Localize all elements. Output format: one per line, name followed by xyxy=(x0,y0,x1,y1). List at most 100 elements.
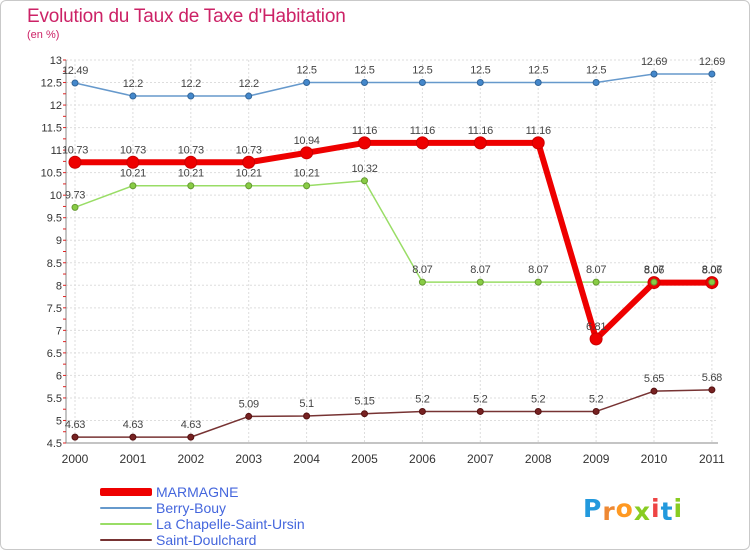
data-point-marmagne xyxy=(358,136,371,150)
data-point-berry-bouy xyxy=(245,92,253,100)
data-label-berry-bouy: 12.5 xyxy=(296,65,316,77)
data-label-la-chapelle-saint-ursin: 10.21 xyxy=(178,168,204,180)
data-label-marmagne: 11.16 xyxy=(410,125,435,137)
data-point-berry-bouy xyxy=(71,79,79,87)
series-line-la-chapelle-saint-ursin xyxy=(74,180,712,283)
data-label-saint-doulchard: 5.2 xyxy=(531,393,546,405)
chart-subtitle: (en %) xyxy=(27,29,60,41)
legend-label: Berry-Bouy xyxy=(156,500,227,516)
proxiti-logo: Proxiti xyxy=(583,494,684,526)
data-point-berry-bouy xyxy=(650,70,658,78)
data-point-marmagne xyxy=(415,136,429,150)
y-tick-label: 13 xyxy=(50,55,62,67)
data-point-saint-doulchard xyxy=(303,412,311,420)
y-tick-label: 10 xyxy=(50,190,62,202)
data-label-marmagne: 8.06 xyxy=(644,265,664,277)
x-tick-label: 2007 xyxy=(467,452,494,466)
data-point-la-chapelle-saint-ursin xyxy=(418,278,426,286)
data-point-la-chapelle-saint-ursin xyxy=(476,278,484,286)
legend-swatch xyxy=(100,523,152,525)
x-tick-label: 2003 xyxy=(235,452,262,466)
data-point-berry-bouy xyxy=(708,70,716,78)
data-point-saint-doulchard xyxy=(708,386,716,394)
logo-letter: P xyxy=(583,494,603,523)
data-point-la-chapelle-saint-ursin xyxy=(187,182,195,190)
data-point-la-chapelle-saint-ursin xyxy=(592,278,600,286)
x-tick-label: 2011 xyxy=(699,452,725,466)
data-point-berry-bouy xyxy=(303,79,311,87)
data-point-saint-doulchard xyxy=(592,407,600,415)
data-label-saint-doulchard: 5.2 xyxy=(589,393,604,405)
data-label-la-chapelle-saint-ursin: 10.32 xyxy=(351,163,377,175)
data-label-berry-bouy: 12.69 xyxy=(641,56,667,68)
data-label-la-chapelle-saint-ursin: 8.07 xyxy=(470,264,490,276)
data-point-la-chapelle-saint-ursin xyxy=(650,278,658,286)
data-point-berry-bouy xyxy=(361,79,368,87)
data-label-la-chapelle-saint-ursin: 10.21 xyxy=(294,168,320,180)
y-tick-label: 10.5 xyxy=(41,168,62,180)
data-point-berry-bouy xyxy=(592,79,600,87)
y-tick-label: 5 xyxy=(56,415,62,427)
data-point-marmagne xyxy=(68,155,82,169)
data-point-la-chapelle-saint-ursin xyxy=(534,278,542,286)
line-chart: 4.5 5 5.5 6 6.5 7 7.5 8 8.5 9 9.5 10 10.5 11 11.5 12 12.… xyxy=(41,55,726,466)
y-tick-label: 8.5 xyxy=(47,258,62,270)
logo-letter: i xyxy=(673,494,684,523)
data-point-berry-bouy xyxy=(418,79,426,87)
data-label-berry-bouy: 12.2 xyxy=(181,78,201,90)
data-label-saint-doulchard: 4.63 xyxy=(123,419,143,431)
data-point-la-chapelle-saint-ursin xyxy=(71,203,79,211)
chart-title: Evolution du Taux de Taxe d'Habitation xyxy=(27,6,346,27)
y-tick-label: 7.5 xyxy=(47,303,62,315)
y-tick-label: 7 xyxy=(56,325,62,337)
legend-swatch xyxy=(100,488,152,496)
logo-letter: r xyxy=(602,497,616,526)
data-point-saint-doulchard xyxy=(361,410,368,418)
data-label-berry-bouy: 12.5 xyxy=(470,65,490,77)
data-label-berry-bouy: 12.5 xyxy=(354,65,374,77)
data-label-la-chapelle-saint-ursin: 8.07 xyxy=(702,264,722,276)
data-point-marmagne xyxy=(589,332,603,346)
data-label-marmagne: 10.73 xyxy=(62,144,88,156)
data-point-la-chapelle-saint-ursin xyxy=(361,177,368,185)
x-tick-label: 2009 xyxy=(583,452,610,466)
data-label-berry-bouy: 12.5 xyxy=(412,65,432,77)
data-point-marmagne xyxy=(300,146,314,160)
data-label-marmagne: 11.16 xyxy=(526,125,551,137)
x-tick-label: 2005 xyxy=(351,452,378,466)
data-label-saint-doulchard: 5.68 xyxy=(702,372,722,384)
data-label-la-chapelle-saint-ursin: 10.21 xyxy=(236,168,262,180)
data-point-saint-doulchard xyxy=(476,407,484,415)
data-point-berry-bouy xyxy=(187,92,195,100)
data-point-la-chapelle-saint-ursin xyxy=(245,182,253,190)
data-label-marmagne: 10.94 xyxy=(294,135,320,147)
legend-label: MARMAGNE xyxy=(156,484,239,500)
data-point-saint-doulchard xyxy=(245,412,253,420)
data-label-marmagne: 10.73 xyxy=(178,144,204,156)
data-point-marmagne xyxy=(473,136,487,150)
data-point-saint-doulchard xyxy=(534,407,542,415)
logo-letter: x xyxy=(633,497,651,526)
data-point-la-chapelle-saint-ursin xyxy=(129,182,137,190)
data-label-saint-doulchard: 4.63 xyxy=(181,419,201,431)
y-tick-label: 9.5 xyxy=(47,213,62,225)
legend-label: La Chapelle-Saint-Ursin xyxy=(156,516,305,532)
data-point-saint-doulchard xyxy=(418,407,426,415)
data-point-marmagne xyxy=(531,136,545,150)
x-tick-label: 2004 xyxy=(293,452,320,466)
data-label-marmagne: 8.06 xyxy=(702,265,722,277)
x-tick-label: 2000 xyxy=(62,452,89,466)
data-label-saint-doulchard: 5.15 xyxy=(354,396,374,408)
x-tick-label: 2002 xyxy=(177,452,204,466)
data-label-la-chapelle-saint-ursin: 10.21 xyxy=(120,168,146,180)
legend-swatch xyxy=(100,539,152,541)
y-tick-label: 9 xyxy=(56,235,62,247)
data-label-marmagne: 10.73 xyxy=(120,144,146,156)
data-label-marmagne: 6.81 xyxy=(586,321,606,333)
series-line-berry-bouy xyxy=(74,73,712,97)
x-tick-label: 2006 xyxy=(409,452,436,466)
data-point-marmagne xyxy=(242,155,256,169)
data-label-saint-doulchard: 4.63 xyxy=(65,419,85,431)
data-point-la-chapelle-saint-ursin xyxy=(303,182,311,190)
data-point-saint-doulchard xyxy=(187,433,195,441)
